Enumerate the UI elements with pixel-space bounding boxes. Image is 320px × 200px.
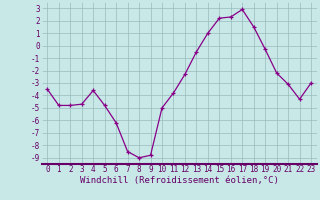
X-axis label: Windchill (Refroidissement éolien,°C): Windchill (Refroidissement éolien,°C) bbox=[80, 176, 279, 185]
